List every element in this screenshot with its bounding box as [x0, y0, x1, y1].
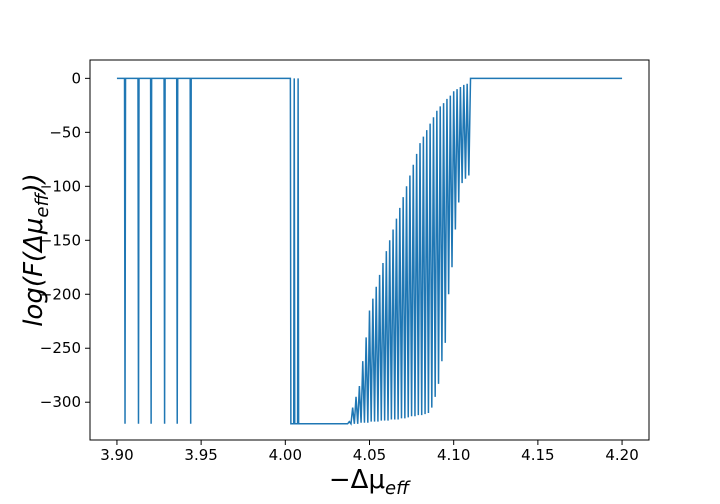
y-tick-label: −300: [40, 393, 81, 411]
x-tick-label: 3.95: [184, 446, 217, 464]
x-tick-label: 4.00: [269, 446, 302, 464]
y-label-before: log(F(Δμ: [19, 218, 49, 327]
x-tick-label: 4.05: [353, 446, 386, 464]
x-tick-label: 4.15: [521, 446, 554, 464]
y-tick-label: 0: [71, 69, 81, 87]
x-tick-label: 3.90: [100, 446, 133, 464]
y-tick-label: −200: [40, 285, 81, 303]
y-tick-label: −250: [40, 339, 81, 357]
y-axis-label: log(F(Δμeff)): [19, 173, 53, 327]
y-label-after: )): [19, 173, 49, 195]
x-tick-label: 4.20: [605, 446, 638, 464]
y-tick-label: −100: [40, 177, 81, 195]
x-tick-label: 4.10: [437, 446, 470, 464]
x-axis-label: −Δμeff: [329, 465, 411, 499]
y-tick-label: −150: [40, 231, 81, 249]
x-label-sub: eff: [385, 478, 411, 499]
data-line: [116, 77, 623, 426]
x-label-main: −Δμ: [329, 465, 385, 495]
y-tick-label: −50: [49, 123, 81, 141]
y-label-sub: eff: [32, 192, 53, 218]
plot-frame: [89, 59, 650, 441]
